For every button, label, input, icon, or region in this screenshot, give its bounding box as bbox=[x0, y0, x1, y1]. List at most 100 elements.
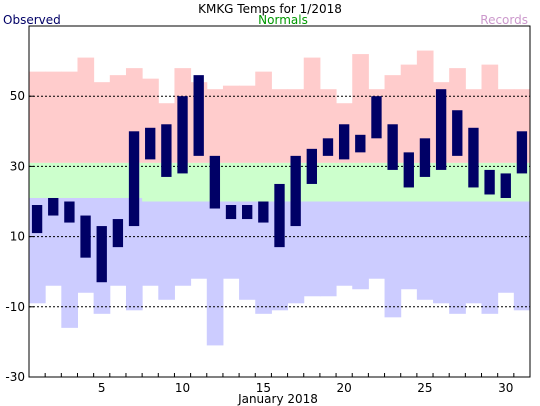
observed-bar-day-9 bbox=[161, 124, 172, 177]
record-low-band-day-12 bbox=[206, 201, 224, 346]
normal-band-day-6 bbox=[109, 162, 127, 198]
legend-observed: Observed bbox=[3, 13, 61, 27]
observed-bar-day-11 bbox=[193, 75, 204, 156]
normal-band-day-20 bbox=[336, 162, 353, 202]
normal-band-day-5 bbox=[93, 162, 111, 198]
y-tick-label-10: 10 bbox=[10, 230, 25, 244]
record-high-band-day-6 bbox=[109, 75, 127, 163]
record-low-band-day-26 bbox=[433, 201, 450, 304]
observed-bar-day-15 bbox=[258, 201, 269, 223]
record-low-band-day-23 bbox=[384, 201, 402, 318]
record-low-band-day-21 bbox=[352, 201, 369, 290]
record-high-band-day-25 bbox=[416, 50, 434, 163]
record-high-band-day-13 bbox=[222, 85, 240, 163]
x-tick-label-10: 10 bbox=[175, 381, 190, 395]
record-high-band-day-30 bbox=[497, 89, 515, 163]
observed-bar-day-7 bbox=[128, 131, 140, 227]
observed-bar-day-6 bbox=[112, 219, 124, 248]
normal-band-day-27 bbox=[449, 162, 466, 202]
x-tick-label-20: 20 bbox=[337, 381, 352, 395]
observed-bars-layer bbox=[31, 75, 528, 283]
record-high-band-day-29 bbox=[481, 64, 499, 163]
normal-band-day-11 bbox=[190, 162, 208, 202]
observed-bar-day-18 bbox=[306, 148, 317, 184]
observed-bar-day-31 bbox=[516, 131, 528, 174]
record-low-band-day-3 bbox=[61, 197, 78, 328]
observed-bar-day-13 bbox=[225, 205, 237, 220]
record-high-band-day-24 bbox=[400, 64, 418, 163]
record-low-band-day-18 bbox=[303, 201, 321, 297]
record-low-band-day-29 bbox=[481, 201, 499, 314]
record-low-band-day-22 bbox=[368, 201, 386, 279]
record-low-band-day-14 bbox=[239, 201, 256, 300]
normal-band-day-13 bbox=[222, 162, 240, 202]
observed-bar-day-1 bbox=[31, 205, 43, 234]
normal-band-day-3 bbox=[61, 162, 78, 198]
normal-band-day-26 bbox=[433, 162, 450, 202]
observed-bar-day-12 bbox=[209, 155, 221, 209]
record-low-band-day-20 bbox=[336, 201, 353, 286]
x-tick-label-5: 5 bbox=[98, 381, 106, 395]
normal-band-day-21 bbox=[352, 162, 369, 202]
observed-bar-day-3 bbox=[64, 201, 75, 223]
observed-bar-day-10 bbox=[177, 96, 188, 174]
legend-records: Records bbox=[480, 13, 528, 27]
y-tick-label--30: -30 bbox=[5, 370, 25, 384]
record-low-band-day-11 bbox=[190, 201, 208, 279]
observed-bar-day-23 bbox=[387, 124, 398, 170]
observed-bar-day-26 bbox=[435, 89, 447, 170]
record-low-band-day-13 bbox=[222, 201, 240, 279]
gridlines-layer bbox=[29, 95, 530, 308]
legend-normals: Normals bbox=[258, 13, 308, 27]
record-low-band-day-2 bbox=[45, 197, 62, 286]
record-low-band-day-30 bbox=[497, 201, 515, 293]
record-low-band-day-17 bbox=[287, 201, 305, 304]
y-tick-label-30: 30 bbox=[10, 159, 25, 173]
record-low-band-day-9 bbox=[158, 201, 175, 300]
observed-bar-day-20 bbox=[338, 124, 350, 160]
observed-bar-day-27 bbox=[452, 110, 463, 156]
observed-bar-day-8 bbox=[145, 127, 156, 160]
record-low-band-day-25 bbox=[416, 201, 434, 300]
x-axis-label: January 2018 bbox=[237, 392, 318, 406]
x-tick-label-25: 25 bbox=[417, 381, 432, 395]
record-low-band-day-24 bbox=[400, 201, 418, 290]
normal-band-day-8 bbox=[142, 162, 159, 202]
observed-bar-day-4 bbox=[80, 215, 91, 258]
normal-band-day-23 bbox=[384, 162, 402, 202]
observed-bar-day-28 bbox=[468, 127, 479, 188]
normal-band-day-19 bbox=[319, 162, 337, 202]
observed-bar-day-29 bbox=[484, 169, 495, 195]
y-tick-label--10: -10 bbox=[5, 300, 25, 314]
observed-bar-day-25 bbox=[419, 138, 431, 177]
observed-bar-day-19 bbox=[322, 138, 334, 156]
observed-bar-day-30 bbox=[500, 173, 511, 198]
normal-band-day-22 bbox=[368, 162, 386, 202]
observed-bar-day-22 bbox=[371, 96, 382, 139]
observed-bar-day-21 bbox=[355, 134, 366, 153]
record-high-band-day-14 bbox=[239, 85, 256, 163]
chart-title: KMKG Temps for 1/2018 bbox=[198, 2, 342, 16]
record-high-band-day-17 bbox=[287, 89, 305, 163]
observed-bar-day-14 bbox=[242, 205, 253, 220]
record-low-band-day-10 bbox=[174, 201, 192, 286]
record-low-band-day-19 bbox=[319, 201, 337, 297]
normal-band-day-4 bbox=[77, 162, 95, 198]
record-low-band-day-31 bbox=[513, 201, 531, 311]
record-low-band-day-8 bbox=[142, 201, 159, 286]
observed-bar-day-24 bbox=[403, 152, 414, 188]
record-high-band-day-4 bbox=[77, 57, 95, 163]
normal-band-day-1 bbox=[29, 162, 46, 198]
record-high-band-day-18 bbox=[303, 57, 321, 163]
record-high-band-day-15 bbox=[255, 71, 272, 163]
bands-layer bbox=[29, 50, 531, 346]
record-low-band-day-28 bbox=[465, 201, 483, 304]
observed-bar-day-16 bbox=[274, 183, 285, 248]
plot-area-frame bbox=[28, 25, 531, 378]
record-low-band-day-15 bbox=[255, 201, 272, 314]
x-tick-label-15: 15 bbox=[256, 381, 271, 395]
record-high-band-day-12 bbox=[206, 89, 224, 163]
normal-band-day-14 bbox=[239, 162, 256, 202]
x-tick-label-30: 30 bbox=[498, 381, 513, 395]
